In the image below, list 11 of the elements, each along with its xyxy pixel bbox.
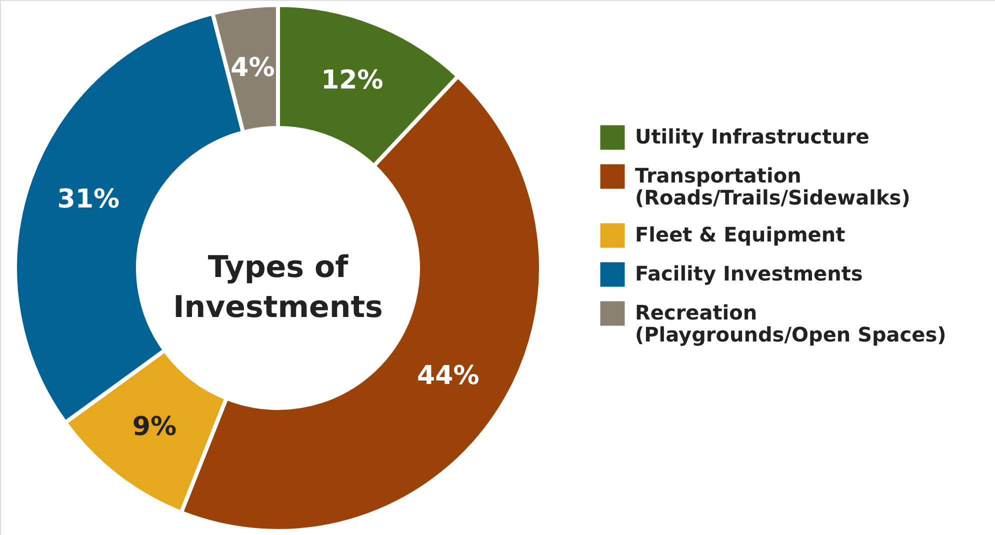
data-label: 44% [417,360,480,391]
legend-label: Utility Infrastructure [635,124,870,148]
data-label: 4% [230,53,275,84]
legend-label: Transportation (Roads/Trails/Sidewalks) [635,164,910,210]
data-label: 12% [321,66,384,96]
text: Types of Investments [173,250,383,325]
data-label: 31% [57,184,120,215]
data-label: 9% [132,412,177,442]
legend-label: Fleet & Equipment [635,222,846,246]
legend-label: Recreation (Playgrounds/Open Spaces) [635,300,946,346]
legend-label: Facility Investments [635,262,863,286]
